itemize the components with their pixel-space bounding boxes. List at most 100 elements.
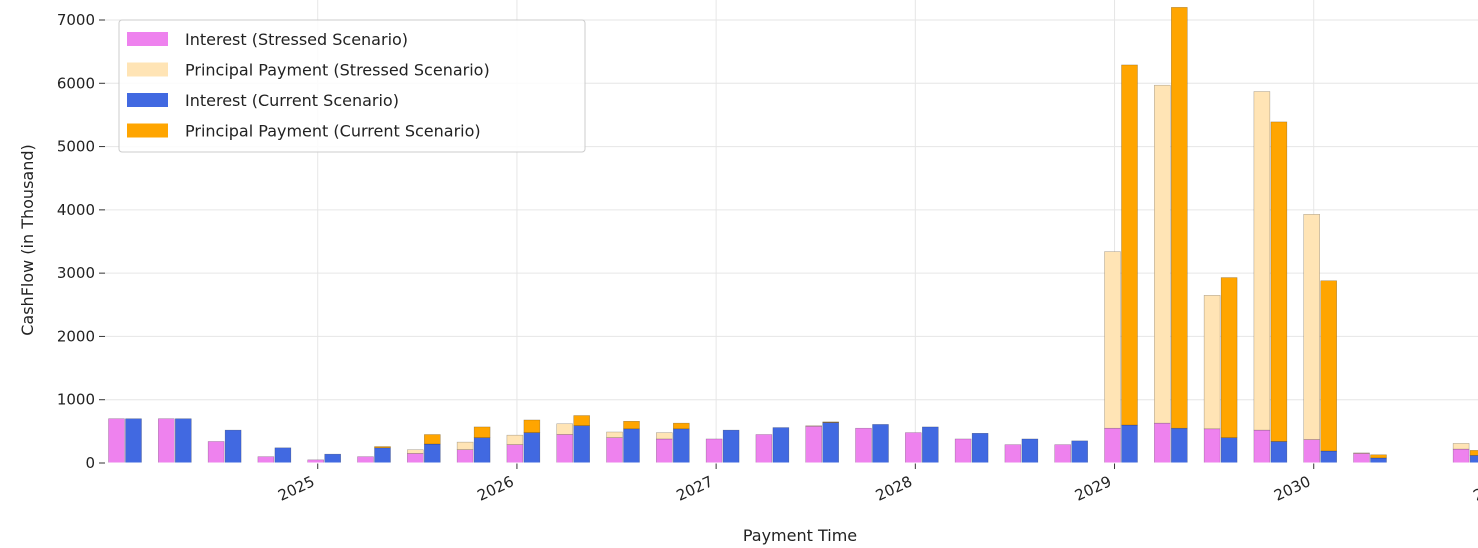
bar: [755, 434, 773, 464]
x-tick-label: 2030: [1271, 472, 1313, 504]
bar: [424, 434, 441, 445]
legend-label: Principal Payment (Current Scenario): [185, 122, 481, 141]
x-tick-label: 2031: [1470, 472, 1478, 504]
bar: [905, 432, 922, 464]
bar: [207, 441, 225, 464]
bar: [872, 424, 889, 464]
bar: [1469, 455, 1478, 464]
y-tick-label: 7000: [57, 11, 95, 29]
bar: [954, 438, 972, 464]
bar: [1469, 450, 1478, 456]
bar: [855, 427, 872, 464]
y-tick-label: 6000: [57, 74, 95, 92]
bar: [506, 444, 524, 464]
legend: Interest (Stressed Scenario) Principal Pa…: [118, 19, 586, 153]
bar: [523, 419, 541, 433]
bar: [1154, 84, 1171, 424]
x-axis-title: Payment Time: [743, 526, 857, 545]
bar: [324, 453, 341, 464]
bar: [705, 438, 723, 464]
legend-box: [118, 19, 586, 153]
bar: [1203, 295, 1221, 430]
bar: [473, 437, 491, 464]
bar: [1021, 438, 1039, 464]
bar: [158, 418, 175, 464]
bar: [407, 453, 424, 464]
bar: [772, 427, 790, 464]
bar: [805, 425, 822, 427]
bar: [822, 421, 839, 423]
legend-label: Principal Payment (Stressed Scenario): [185, 61, 490, 80]
bar: [1171, 7, 1188, 429]
bar: [1353, 453, 1370, 464]
x-tick-label: 2028: [873, 472, 915, 504]
bar: [822, 422, 839, 464]
bar: [656, 432, 673, 440]
x-tick-label: 2029: [1072, 472, 1114, 504]
bar: [125, 418, 142, 464]
bar: [673, 428, 690, 464]
bar: [1004, 444, 1022, 464]
bar: [357, 456, 374, 464]
bar: [1270, 441, 1288, 464]
bar: [1370, 457, 1387, 464]
bar: [1303, 439, 1320, 464]
y-tick-label: 3000: [57, 264, 95, 282]
bar: [175, 418, 192, 464]
bar: [1054, 444, 1071, 464]
x-tick-label: 2027: [674, 472, 716, 504]
legend-swatch: [127, 123, 168, 138]
bar: [1320, 450, 1337, 464]
bar: [407, 449, 424, 454]
bar: [1370, 454, 1387, 459]
legend-swatch: [127, 32, 168, 46]
bar: [506, 434, 524, 445]
bar: [1452, 443, 1470, 450]
y-tick-label: 1000: [57, 391, 95, 409]
bar: [1121, 64, 1138, 426]
bar: [971, 433, 989, 464]
bar: [1220, 277, 1238, 438]
bar: [473, 426, 491, 438]
bar: [456, 441, 474, 450]
y-tick-label: 5000: [57, 138, 95, 156]
bar: [1104, 251, 1121, 429]
bar: [274, 447, 292, 464]
bar: [922, 426, 939, 464]
bar: [606, 431, 623, 438]
bar: [1203, 428, 1221, 464]
legend-label: Interest (Stressed Scenario): [185, 30, 408, 49]
bar: [1121, 424, 1138, 464]
bar: [1320, 280, 1337, 452]
bar: [523, 432, 541, 464]
y-axis-title: CashFlow (in Thousand): [18, 144, 37, 336]
bar: [573, 415, 590, 426]
bar: [1270, 121, 1288, 442]
bar: [722, 429, 740, 464]
y-tick-label: 4000: [57, 201, 95, 219]
bar: [374, 446, 391, 449]
bar: [456, 449, 474, 464]
bar: [224, 429, 242, 464]
legend-swatch: [127, 62, 168, 77]
bar: [1452, 448, 1470, 464]
bar: [556, 423, 573, 435]
bar: [805, 426, 822, 464]
bar: [1154, 422, 1171, 464]
bar: [1353, 452, 1370, 454]
legend-swatch: [127, 93, 168, 107]
bar: [1104, 427, 1121, 464]
x-tick-label: 2025: [275, 472, 317, 504]
bar: [1253, 91, 1271, 431]
bar: [623, 428, 640, 464]
bar: [108, 418, 125, 464]
bar: [257, 456, 275, 464]
bar: [573, 425, 590, 464]
bar: [673, 422, 690, 430]
bar: [374, 447, 391, 464]
bar: [1071, 440, 1088, 464]
x-tick-label: 2026: [474, 472, 516, 504]
bar: [1253, 429, 1271, 464]
